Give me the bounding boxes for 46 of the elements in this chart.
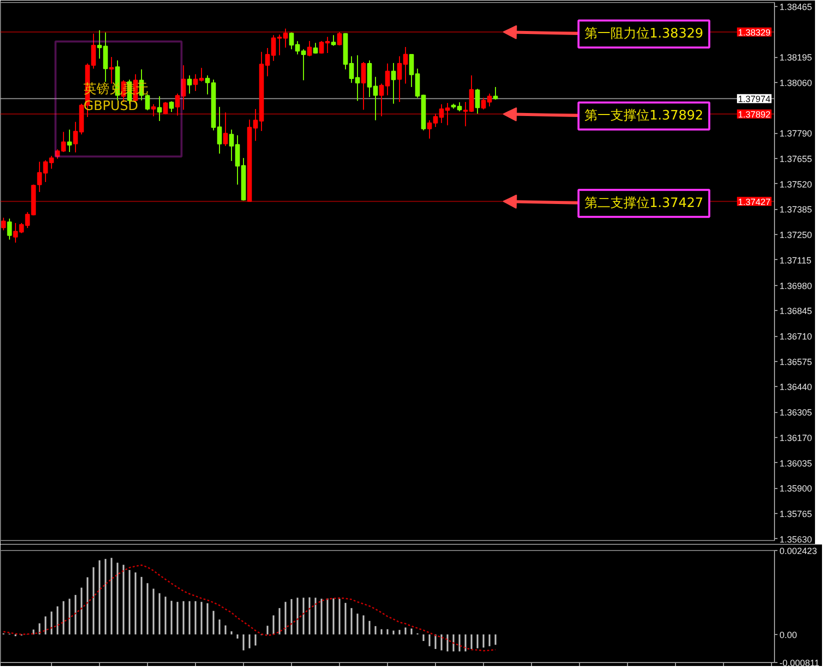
- y-tick-label: 1.36170: [780, 432, 812, 443]
- ref-line-label: 1.38329: [738, 27, 771, 38]
- candlestick: [307, 40, 312, 57]
- y-tick-label: 1.36575: [780, 356, 812, 367]
- y-tick-label: 1.36710: [780, 332, 812, 342]
- y-tick-label: 1.36845: [780, 306, 812, 316]
- y-tick-label: 1.36980: [780, 280, 812, 291]
- y-tick-label: 0.002423: [780, 546, 818, 556]
- line-series: [2, 564, 496, 652]
- y-tick-label: 1.38060: [780, 78, 812, 88]
- y-tick-label: -0.000811: [780, 658, 820, 668]
- ref-line-label: 1.37892: [738, 110, 771, 120]
- y-tick-label: 1.35630: [780, 534, 812, 544]
- candlestick: [1, 217, 6, 231]
- y-tick-label: 1.37385: [780, 204, 812, 215]
- candlestick: [391, 62, 396, 104]
- candlestick: [7, 218, 12, 240]
- candlestick: [493, 86, 498, 100]
- y-tick-label: 1.37250: [780, 230, 812, 240]
- y-tick-label: 1.37790: [780, 128, 812, 139]
- y-tick-label: 1.37655: [780, 154, 812, 164]
- candlestick: [67, 129, 72, 152]
- y-tick-label: 1.35900: [780, 484, 812, 494]
- y-tick-label: 1.37115: [780, 255, 812, 266]
- y-tick-label: 1.36305: [780, 408, 812, 418]
- candlestick: [331, 34, 336, 46]
- y-tick-label: 1.35765: [780, 508, 812, 519]
- y-tick-label: 1.36035: [780, 458, 812, 468]
- y-tick-label: 1.36440: [780, 382, 812, 392]
- annotation: 第一支撑位1.37892: [584, 108, 704, 124]
- ref-line-label: 1.37974: [738, 94, 771, 104]
- y-tick-label: 0.00: [780, 630, 798, 640]
- annotation: 第二支撑位1.37427: [584, 196, 704, 211]
- candlestick: [361, 62, 366, 110]
- candlestick: [475, 88, 480, 114]
- ref-line-label: 1.37427: [738, 196, 771, 207]
- candlestick: [187, 74, 192, 94]
- candlestick: [223, 112, 228, 146]
- candlestick: [157, 96, 162, 122]
- candlestick: [163, 102, 168, 115]
- annotation: 第一阻力位1.38329: [584, 26, 704, 42]
- y-tick-label: 1.38195: [780, 52, 812, 63]
- y-tick-label: 1.38465: [780, 2, 812, 12]
- candlestick: [151, 104, 156, 117]
- candlestick: [337, 31, 342, 46]
- y-tick-label: 1.37520: [780, 179, 812, 190]
